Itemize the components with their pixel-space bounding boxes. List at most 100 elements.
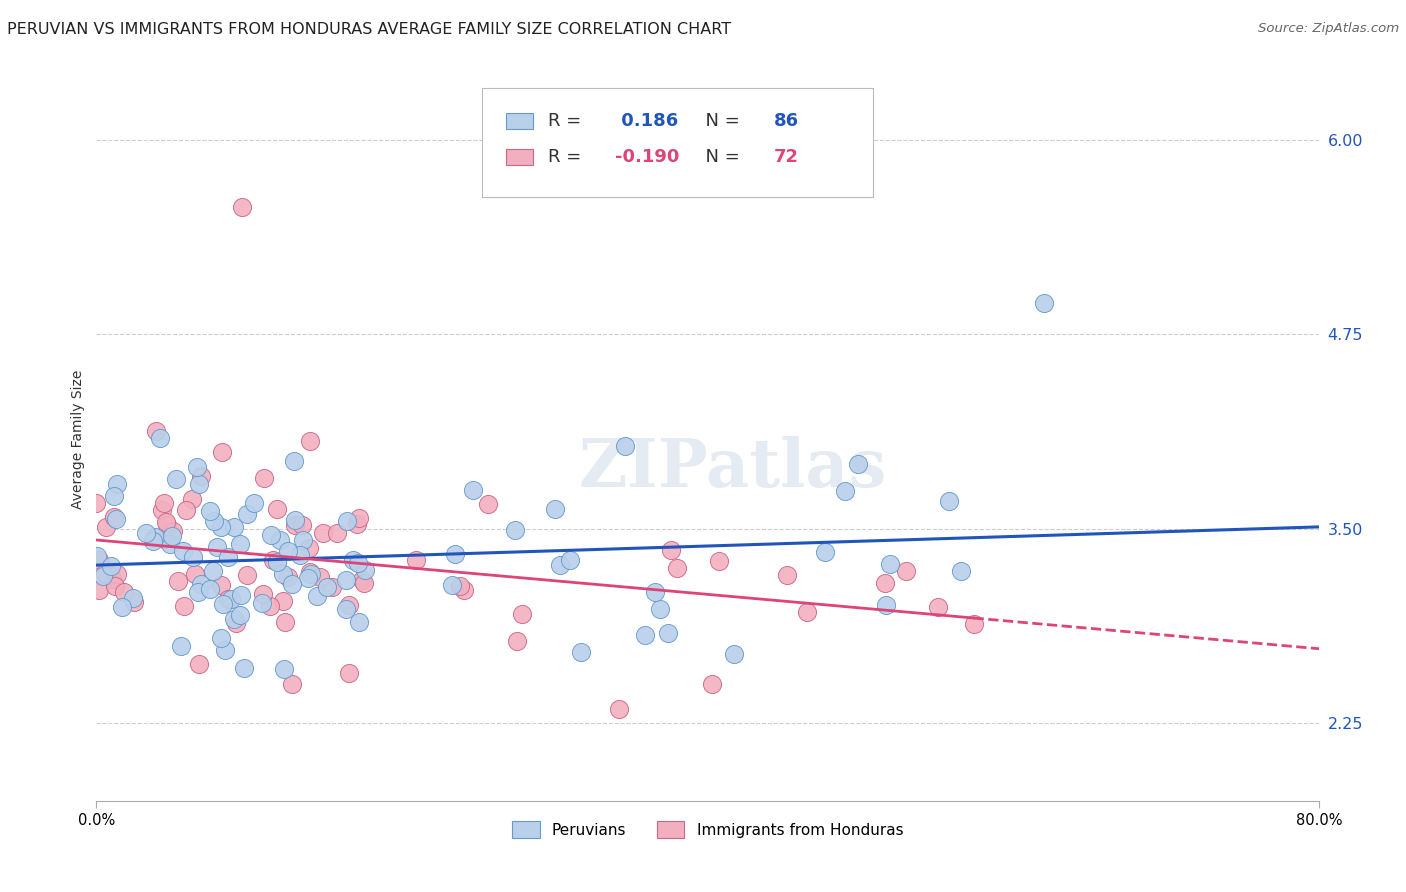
Point (122, 591, 145, 605)
Point (291, 518, 314, 533)
Point (661, 543, 683, 558)
Point (477, 497, 499, 511)
Point (273, 662, 295, 676)
Point (700, 677, 723, 691)
Point (269, 533, 291, 548)
Point (105, 476, 128, 491)
Point (291, 533, 314, 548)
Point (187, 585, 209, 599)
Point (796, 605, 818, 619)
Point (231, 200, 253, 214)
Point (449, 579, 471, 593)
Point (776, 568, 799, 582)
Point (273, 594, 295, 608)
Point (233, 661, 256, 675)
Point (346, 556, 368, 570)
Point (217, 591, 239, 606)
Point (298, 541, 321, 555)
Point (297, 572, 319, 586)
Point (284, 513, 307, 527)
Text: ZIPatlas: ZIPatlas (578, 435, 886, 500)
Point (190, 577, 212, 591)
Point (209, 631, 232, 645)
Point (243, 496, 266, 510)
Point (229, 537, 252, 551)
Point (224, 520, 246, 534)
Point (571, 645, 593, 659)
Point (167, 574, 190, 589)
Point (277, 570, 299, 584)
Point (172, 543, 194, 558)
Point (225, 616, 247, 631)
Point (100, 559, 122, 574)
Point (274, 615, 297, 629)
Point (896, 565, 918, 579)
Text: R =: R = (547, 148, 586, 166)
Point (181, 491, 204, 506)
Text: Source: ZipAtlas.com: Source: ZipAtlas.com (1258, 22, 1399, 36)
Point (354, 563, 377, 577)
Point (1032, 296, 1054, 310)
Point (124, 595, 146, 609)
Point (353, 576, 375, 591)
Point (190, 468, 212, 483)
Point (135, 525, 157, 540)
Point (503, 523, 526, 537)
Point (927, 599, 949, 614)
Point (91, 569, 114, 583)
Point (284, 517, 307, 532)
Point (814, 545, 837, 559)
Point (444, 547, 467, 561)
Point (87, 552, 110, 566)
Point (229, 608, 252, 623)
Point (103, 489, 125, 503)
Point (510, 607, 533, 621)
Point (87, 582, 110, 597)
Point (155, 515, 177, 529)
Point (217, 549, 239, 564)
Point (875, 599, 897, 613)
Point (277, 543, 299, 558)
Point (202, 514, 225, 528)
Point (280, 576, 302, 591)
Point (94, 520, 117, 534)
Point (143, 531, 166, 545)
Point (162, 524, 184, 538)
Point (337, 666, 360, 681)
Point (548, 558, 571, 573)
Point (198, 582, 221, 597)
Legend: Peruvians, Immigrants from Honduras: Peruvians, Immigrants from Honduras (506, 815, 910, 844)
Point (259, 599, 281, 613)
Point (236, 568, 259, 582)
Point (315, 581, 337, 595)
Point (201, 564, 224, 578)
Text: R =: R = (547, 112, 586, 130)
Point (187, 477, 209, 491)
Point (336, 514, 359, 528)
Point (607, 701, 630, 715)
Point (335, 602, 357, 616)
Point (290, 548, 312, 562)
Point (152, 496, 174, 510)
Point (326, 525, 349, 540)
Point (312, 525, 335, 540)
Point (453, 583, 475, 598)
Point (262, 553, 284, 567)
Point (250, 596, 273, 610)
Point (170, 639, 193, 653)
Point (349, 511, 371, 525)
Point (834, 483, 856, 498)
Text: 0.186: 0.186 (614, 112, 678, 130)
Point (142, 534, 165, 549)
Point (440, 577, 463, 591)
Point (461, 483, 484, 497)
Point (723, 647, 745, 661)
Point (266, 555, 288, 569)
Text: 72: 72 (773, 148, 799, 166)
Point (211, 445, 233, 459)
Point (159, 537, 181, 551)
Point (347, 615, 370, 629)
Point (162, 528, 184, 542)
Point (252, 587, 274, 601)
FancyBboxPatch shape (506, 149, 533, 165)
